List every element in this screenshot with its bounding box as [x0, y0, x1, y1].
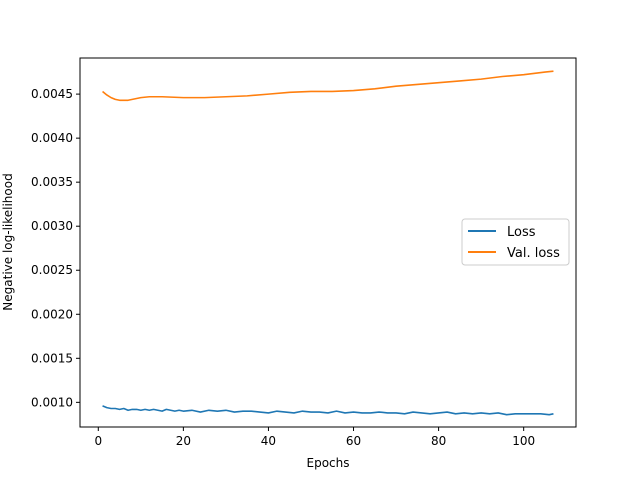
x-tick-label: 0 [94, 434, 102, 448]
y-tick-label: 0.0025 [31, 263, 73, 277]
legend-label-loss: Loss [507, 225, 536, 240]
y-tick-label: 0.0015 [31, 351, 73, 365]
series-line-loss [102, 405, 554, 416]
x-axis-ticks: 0 20 40 60 80 100 [94, 427, 535, 448]
y-tick-label: 0.0040 [31, 131, 73, 145]
y-tick-label: 0.0035 [31, 175, 73, 189]
y-axis-ticks: 0.0010 0.0015 0.0020 0.0025 0.0030 0.0035 0.00… [31, 87, 80, 409]
x-axis-label: Epochs [307, 456, 350, 470]
x-tick-label: 80 [431, 434, 446, 448]
legend-label-val-loss: Val. loss [507, 246, 560, 261]
x-tick-label: 100 [512, 434, 535, 448]
series-layer [102, 70, 554, 416]
plot-frame [79, 57, 577, 428]
x-tick-label: 20 [176, 434, 191, 448]
y-tick-label: 0.0030 [31, 219, 73, 233]
x-tick-label: 60 [346, 434, 361, 448]
series-line-val-loss [102, 70, 554, 102]
x-tick-label: 40 [261, 434, 276, 448]
y-axis-label: Negative log-likelihood [1, 173, 15, 310]
y-tick-label: 0.0010 [31, 395, 73, 409]
y-tick-label: 0.0020 [31, 307, 73, 321]
legend: Loss Val. loss [461, 218, 570, 266]
y-tick-label: 0.0045 [31, 87, 73, 101]
